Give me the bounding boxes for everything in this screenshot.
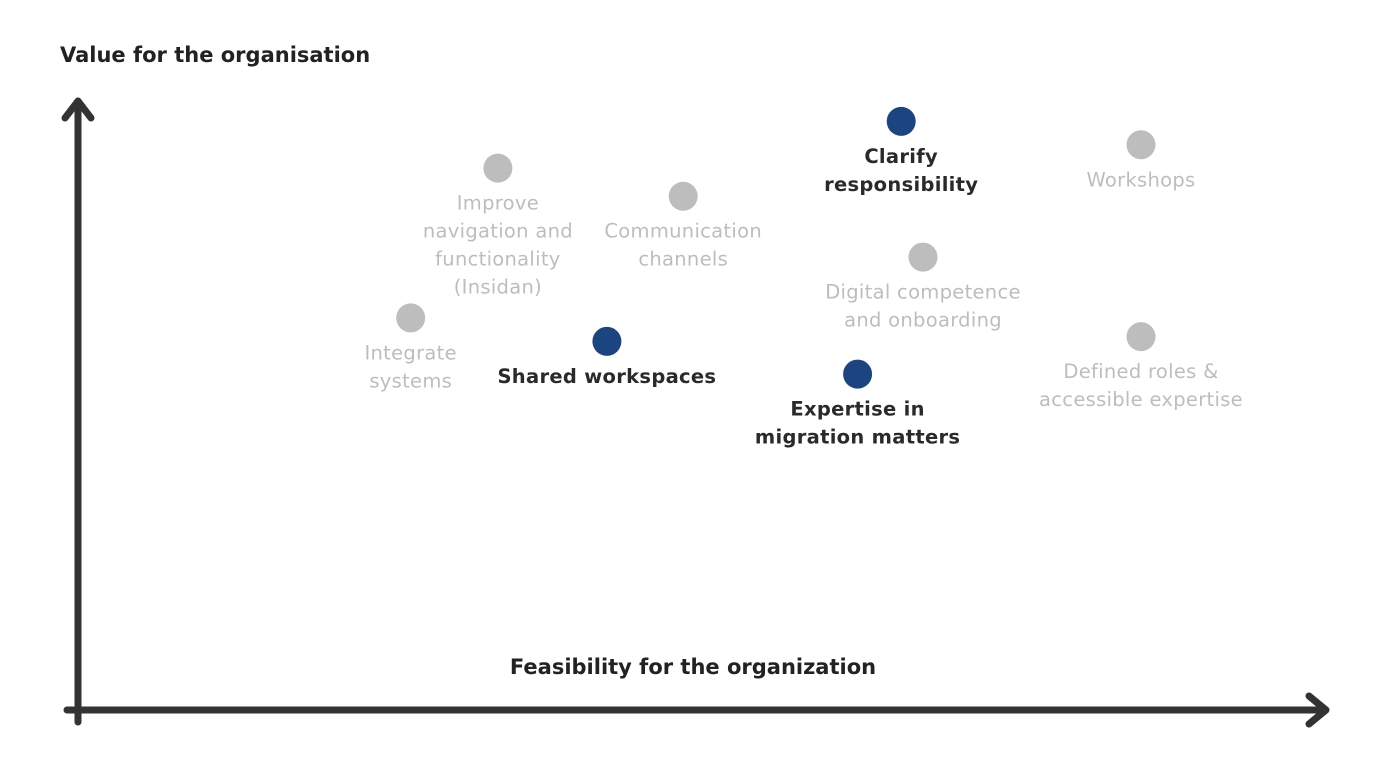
data-point <box>1126 322 1156 352</box>
data-point-label-line: Communication <box>604 220 762 243</box>
data-point-label-line: responsibility <box>824 173 978 196</box>
data-point-label-line: Defined roles & <box>1063 360 1218 383</box>
data-point <box>908 242 938 272</box>
data-point-group: Improve navigation and functionality (Insid… <box>423 153 573 299</box>
data-point-label-line: Improve <box>457 192 539 215</box>
data-point-label-line: channels <box>638 248 728 271</box>
data-point-group: Integrate systems <box>364 303 457 392</box>
data-point-label-line: functionality <box>435 248 561 271</box>
data-point <box>396 303 426 333</box>
data-point <box>843 359 873 389</box>
data-point-group: Digital competence and onboarding <box>825 242 1021 332</box>
data-point-label: Integrate systems <box>364 341 456 392</box>
data-point-label: Expertise in migration matters <box>755 398 960 449</box>
data-point-group: Expertise in migration matters <box>755 359 960 449</box>
data-point <box>886 106 916 136</box>
y-axis-title: Value for the organisation <box>60 43 370 67</box>
data-point <box>592 326 622 356</box>
y-axis-arrowhead <box>61 97 95 122</box>
axes <box>61 97 1330 728</box>
data-point-label-line: Integrate <box>364 341 456 364</box>
data-point-label-line: systems <box>369 369 452 392</box>
data-point-group: Defined roles & accessible expertise <box>1039 322 1243 411</box>
data-point-label-line: Shared workspaces <box>497 365 716 388</box>
data-point-label-line: Clarify <box>864 145 938 168</box>
x-axis-title: Feasibility for the organization <box>510 655 876 679</box>
data-point-label: Defined roles & accessible expertise <box>1039 360 1243 411</box>
data-point-label-line: Digital competence <box>825 281 1021 304</box>
data-point-group: Clarify responsibility <box>824 106 978 196</box>
data-point-group: Communication channels <box>604 181 762 271</box>
data-point-group: Workshops <box>1086 130 1195 191</box>
data-point-label-line: and onboarding <box>844 309 1002 332</box>
data-point-label-line: Workshops <box>1086 168 1195 191</box>
data-point <box>668 181 698 211</box>
data-point-label-line: migration matters <box>755 426 960 449</box>
points-layer: Clarify responsibility Workshops Improve nav… <box>364 106 1243 449</box>
data-point-group: Shared workspaces <box>497 326 716 388</box>
data-point-label: Workshops <box>1086 168 1195 191</box>
data-point-label: Improve navigation and functionality (Insid… <box>423 192 573 299</box>
data-point-label-line: accessible expertise <box>1039 388 1243 411</box>
x-axis-arrowhead <box>1305 692 1330 728</box>
data-point-label-line: Expertise in <box>790 398 925 421</box>
data-point-label-line: (Insidan) <box>454 276 542 299</box>
data-point-label: Clarify responsibility <box>824 145 978 196</box>
data-point <box>1126 130 1156 160</box>
data-point-label: Digital competence and onboarding <box>825 281 1021 332</box>
data-point-label: Communication channels <box>604 220 762 271</box>
data-point-label-line: navigation and <box>423 220 573 243</box>
data-point <box>483 153 513 183</box>
data-point-label: Shared workspaces <box>497 365 716 388</box>
